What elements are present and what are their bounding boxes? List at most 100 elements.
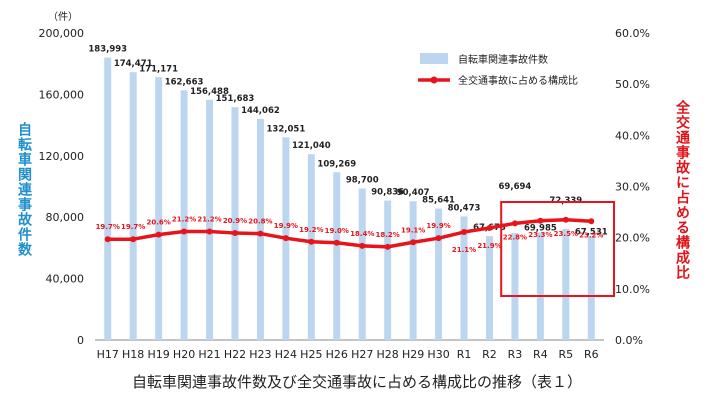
y-right-tick-label: 60.0% xyxy=(615,27,650,40)
ratio-point xyxy=(282,235,289,242)
highlight-box xyxy=(500,201,616,297)
ratio-point xyxy=(461,229,468,236)
bar-value-label: 109,269 xyxy=(317,159,356,169)
y-right-tick-label: 40.0% xyxy=(615,129,650,142)
chart-title: 自転車関連事故件数及び全交通事故に占める構成比の推移（表１） xyxy=(131,373,582,391)
bar xyxy=(129,72,137,340)
ratio-point xyxy=(308,238,315,245)
legend-label-line: 全交通事故に占める構成比 xyxy=(458,74,578,87)
bar-value-label: 171,171 xyxy=(139,64,178,74)
tick-labels: 0 40,000 80,000 120,000 160,000 200,000 0.0% 10… xyxy=(39,27,650,361)
x-tick-label: R2 xyxy=(482,348,497,361)
y-left-tick-label: 200,000 xyxy=(39,27,85,40)
bar xyxy=(155,77,163,341)
ratio-point xyxy=(410,239,417,246)
y-left-tick-label: 40,000 xyxy=(46,273,85,286)
x-tick-label: H22 xyxy=(224,348,246,361)
bar-value-label: 98,700 xyxy=(346,175,379,185)
bar xyxy=(485,236,493,340)
bar xyxy=(511,233,519,340)
ratio-value-label: 21.2% xyxy=(197,216,221,224)
y-left-tick-label: 120,000 xyxy=(39,150,85,163)
y-right-axis-label: 全交通事故に占める構成比 xyxy=(674,100,690,280)
legend-label-bars: 自転車関連事故件数 xyxy=(458,53,548,66)
x-tick-label: H24 xyxy=(275,348,297,361)
y-right-tick-label: 50.0% xyxy=(615,78,650,91)
bar xyxy=(104,57,112,341)
ratio-point xyxy=(511,220,518,227)
line-series xyxy=(104,216,595,250)
ratio-value-label: 20.9% xyxy=(223,217,247,225)
bar-value-label: 69,985 xyxy=(524,224,557,234)
y-left-tick-label: 80,000 xyxy=(46,211,85,224)
bar-value-label: 90,407 xyxy=(397,188,430,198)
ratio-point xyxy=(206,228,213,235)
x-tick-label: H19 xyxy=(147,348,169,361)
x-tick-label: H18 xyxy=(122,348,144,361)
ratio-value-label: 23.5% xyxy=(554,230,578,238)
x-tick-label: H23 xyxy=(249,348,271,361)
x-tick-label: H28 xyxy=(377,348,399,361)
ratio-point xyxy=(130,236,137,243)
ratio-point xyxy=(588,218,595,225)
bar-value-label: 144,062 xyxy=(241,106,280,116)
bar-series xyxy=(104,57,595,341)
ratio-value-label: 19.9% xyxy=(274,222,298,230)
legend-swatch-bars xyxy=(420,53,448,64)
bar xyxy=(256,118,264,340)
bar-value-label: 85,641 xyxy=(422,196,455,206)
bar-value-label: 121,040 xyxy=(292,141,331,151)
x-tick-label: H17 xyxy=(97,348,119,361)
bar-value-label: 162,663 xyxy=(165,77,204,87)
x-tick-label: H20 xyxy=(173,348,195,361)
bar-value-label: 72,339 xyxy=(549,196,582,206)
ratio-value-label: 20.6% xyxy=(146,219,170,227)
ratio-point xyxy=(257,230,264,237)
ratio-value-label: 18.4% xyxy=(350,230,374,238)
ratio-value-label: 19.0% xyxy=(325,227,349,235)
ratio-point xyxy=(333,239,340,246)
x-tick-label: H21 xyxy=(198,348,220,361)
bar-value-label: 132,051 xyxy=(267,124,306,134)
ratio-point xyxy=(231,230,238,237)
ratio-point xyxy=(359,242,366,249)
y-right-tick-label: 0.0% xyxy=(615,334,643,347)
x-tick-label: R4 xyxy=(533,348,548,361)
y-left-tick-label: 0 xyxy=(77,334,84,347)
ratio-value-label: 21.1% xyxy=(452,246,476,254)
bar xyxy=(587,236,595,340)
ratio-point xyxy=(181,228,188,235)
ratio-point xyxy=(104,236,111,243)
bar xyxy=(206,99,214,340)
y-left-axis-label: 自転車関連事故件数 xyxy=(16,122,32,257)
bar xyxy=(562,228,570,340)
ratio-line xyxy=(107,218,592,249)
legend-swatch-marker xyxy=(430,76,438,84)
x-tick-label: H27 xyxy=(351,348,373,361)
bar-value-label: 90,836 xyxy=(371,188,404,198)
bar xyxy=(307,154,315,340)
ratio-value-label: 19.1% xyxy=(401,226,425,234)
ratio-point xyxy=(537,217,544,224)
bar xyxy=(180,90,188,341)
bar-value-label: 67,531 xyxy=(575,227,608,237)
ratio-point xyxy=(562,216,569,223)
bar-value-label: 183,993 xyxy=(88,45,127,55)
ratio-value-label: 21.2% xyxy=(172,216,196,224)
y-left-unit-label: （件） xyxy=(48,12,78,23)
line-labels: 19.7% 19.7%20.6% 21.2% 21.2% 20.9% 20.8%19.9%… xyxy=(96,216,604,255)
x-tick-label: R6 xyxy=(584,348,599,361)
ratio-point xyxy=(384,243,391,250)
ratio-point xyxy=(155,231,162,238)
ratio-value-label: 22.8% xyxy=(503,233,527,241)
highlight-rectangle xyxy=(500,201,616,297)
bar-value-label: 69,694 xyxy=(499,182,532,192)
ratio-value-label: 23.2% xyxy=(579,231,603,239)
y-left-tick-label: 160,000 xyxy=(39,88,85,101)
x-tick-label: H29 xyxy=(402,348,424,361)
bar xyxy=(536,232,544,340)
ratio-value-label: 20.8% xyxy=(248,218,272,226)
bar xyxy=(358,188,366,340)
